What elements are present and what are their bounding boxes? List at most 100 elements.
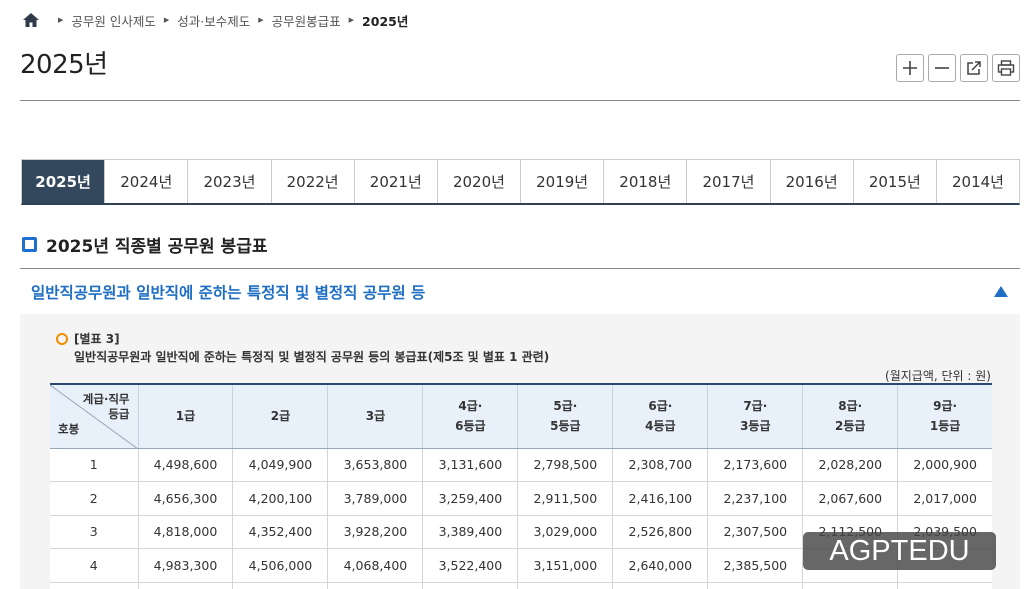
zoom-in-button[interactable]: [896, 54, 924, 82]
step-cell: 3: [50, 515, 139, 550]
column-header: 4급· 6등급: [422, 383, 519, 449]
salary-cell: 4,506,000: [232, 548, 329, 583]
salary-cell: 3,653,800: [327, 448, 424, 483]
breadcrumb-separator-icon: ▶: [258, 16, 264, 24]
salary-cell: 2,308,700: [612, 448, 709, 483]
breadcrumb: ▶ 공무원 인사제도 ▶ 성과·보수제도 ▶ 공무원봉급표 ▶ 2025년: [22, 11, 408, 29]
title-divider: [20, 100, 1020, 101]
salary-cell: 4,818,000: [138, 515, 234, 550]
section-title: 2025년 직종별 공무원 봉급표: [46, 237, 268, 257]
accordion-title[interactable]: 일반직공무원과 일반직에 준하는 특정직 및 별정직 공무원 등: [31, 283, 426, 302]
salary-cell: [707, 582, 804, 589]
tab-2025[interactable]: 2025년: [22, 160, 106, 203]
salary-cell: [327, 582, 424, 589]
tab-2021[interactable]: 2021년: [354, 160, 438, 203]
salary-cell: 3,151,000: [517, 548, 614, 583]
salary-cell: 2,028,200: [802, 448, 899, 483]
breadcrumb-item-pay-system[interactable]: 성과·보수제도: [177, 13, 251, 29]
salary-cell: 2,640,000: [612, 548, 709, 583]
salary-table: 계급·직무 등급 호봉 1급 2급 3급 4급· 6등급 5급· 5등급 6급· 4등…: [50, 383, 992, 589]
salary-cell: 2,017,000: [897, 481, 992, 516]
column-header: 1급: [138, 383, 234, 449]
salary-cell: 2,526,800: [612, 515, 709, 550]
tab-2023[interactable]: 2023년: [188, 160, 272, 203]
salary-cell: 2,798,500: [517, 448, 614, 483]
salary-cell: [802, 582, 899, 589]
corner-step-label: 호봉: [58, 421, 80, 436]
column-header: 3급: [327, 383, 424, 449]
corner-level-label: 등급: [108, 407, 130, 421]
circle-bullet-icon: [56, 332, 68, 345]
collapse-arrow-icon[interactable]: [994, 286, 1008, 297]
breadcrumb-item-salary-table[interactable]: 공무원봉급표: [271, 13, 341, 29]
salary-cell: [612, 582, 709, 589]
column-header: 2급: [232, 383, 329, 449]
corner-header: 계급·직무 등급 호봉: [50, 383, 139, 449]
table-row: 2 4,656,300 4,200,100 3,789,000 3,259,40…: [50, 481, 992, 516]
minus-icon: [935, 67, 949, 69]
diagonal-line: [50, 385, 138, 449]
salary-cell: 3,789,000: [327, 481, 424, 516]
tab-2020[interactable]: 2020년: [437, 160, 522, 203]
salary-cell: 2,416,100: [612, 481, 709, 516]
salary-cell: [138, 582, 234, 589]
page-tools: [896, 54, 1020, 82]
square-bullet-icon: [22, 237, 37, 252]
accordion-header[interactable]: 일반직공무원과 일반직에 준하는 특정직 및 별정직 공무원 등: [20, 268, 1020, 314]
breadcrumb-separator-icon: ▶: [58, 16, 64, 24]
tab-2018[interactable]: 2018년: [604, 160, 688, 203]
tab-2017[interactable]: 2017년: [687, 160, 771, 203]
salary-cell: 2,307,500: [707, 515, 804, 550]
home-icon[interactable]: [22, 12, 40, 28]
annex-description: 일반직공무원과 일반직에 준하는 특정직 및 별정직 공무원 등의 봉급표(제5…: [74, 350, 550, 364]
column-header: 7급· 3등급: [707, 383, 804, 449]
table-row: [50, 582, 992, 589]
printer-icon: [997, 60, 1015, 76]
breadcrumb-item-personnel[interactable]: 공무원 인사제도: [71, 13, 156, 29]
salary-cell: 4,200,100: [232, 481, 329, 516]
year-tabs: 2025년 2024년 2023년 2022년 2021년 2020년 2019…: [21, 159, 1020, 205]
annex-label-text: [별표 3]: [74, 332, 120, 346]
watermark: AGPTEDU: [803, 532, 996, 570]
salary-cell: 3,928,200: [327, 515, 424, 550]
breadcrumb-current: 2025년: [362, 13, 409, 29]
salary-cell: 3,029,000: [517, 515, 614, 550]
annex-label: [별표 3]: [56, 330, 120, 347]
salary-cell: [232, 582, 329, 589]
salary-cell: 2,237,100: [707, 481, 804, 516]
column-header: 6급· 4등급: [612, 383, 709, 449]
tab-2024[interactable]: 2024년: [105, 160, 189, 203]
salary-cell: [897, 582, 992, 589]
salary-cell: 3,131,600: [422, 448, 519, 483]
zoom-out-button[interactable]: [928, 54, 956, 82]
salary-cell: 4,049,900: [232, 448, 329, 483]
step-cell: 2: [50, 481, 139, 516]
salary-cell: 3,389,400: [422, 515, 519, 550]
table-row: 1 4,498,600 4,049,900 3,653,800 3,131,60…: [50, 448, 992, 483]
salary-cell: 2,067,600: [802, 481, 899, 516]
share-button[interactable]: [960, 54, 988, 82]
salary-cell: 2,385,500: [707, 548, 804, 583]
salary-cell: 4,352,400: [232, 515, 329, 550]
table-header-row: 계급·직무 등급 호봉 1급 2급 3급 4급· 6등급 5급· 5등급 6급· 4등…: [50, 383, 992, 449]
section-heading: 2025년 직종별 공무원 봉급표: [22, 232, 267, 257]
unit-note: (월지급액, 단위 : 원): [885, 369, 991, 383]
page-title: 2025년: [20, 50, 108, 80]
step-cell: [50, 582, 139, 589]
tab-2015[interactable]: 2015년: [853, 160, 937, 203]
salary-cell: [517, 582, 614, 589]
breadcrumb-separator-icon: ▶: [163, 16, 170, 24]
share-icon: [967, 61, 981, 75]
tab-2016[interactable]: 2016년: [770, 160, 854, 203]
tab-2022[interactable]: 2022년: [271, 160, 355, 203]
table-row: 3 4,818,000 4,352,400 3,928,200 3,389,40…: [50, 515, 992, 550]
salary-cell: 3,259,400: [422, 481, 519, 516]
salary-cell: [422, 582, 519, 589]
tab-2019[interactable]: 2019년: [521, 160, 605, 203]
column-header: 8급· 2등급: [802, 383, 899, 449]
salary-cell: 4,068,400: [327, 548, 424, 583]
salary-cell: 4,656,300: [138, 481, 234, 516]
print-button[interactable]: [992, 54, 1020, 82]
tab-2014[interactable]: 2014년: [936, 160, 1020, 203]
salary-cell: 4,498,600: [138, 448, 234, 483]
